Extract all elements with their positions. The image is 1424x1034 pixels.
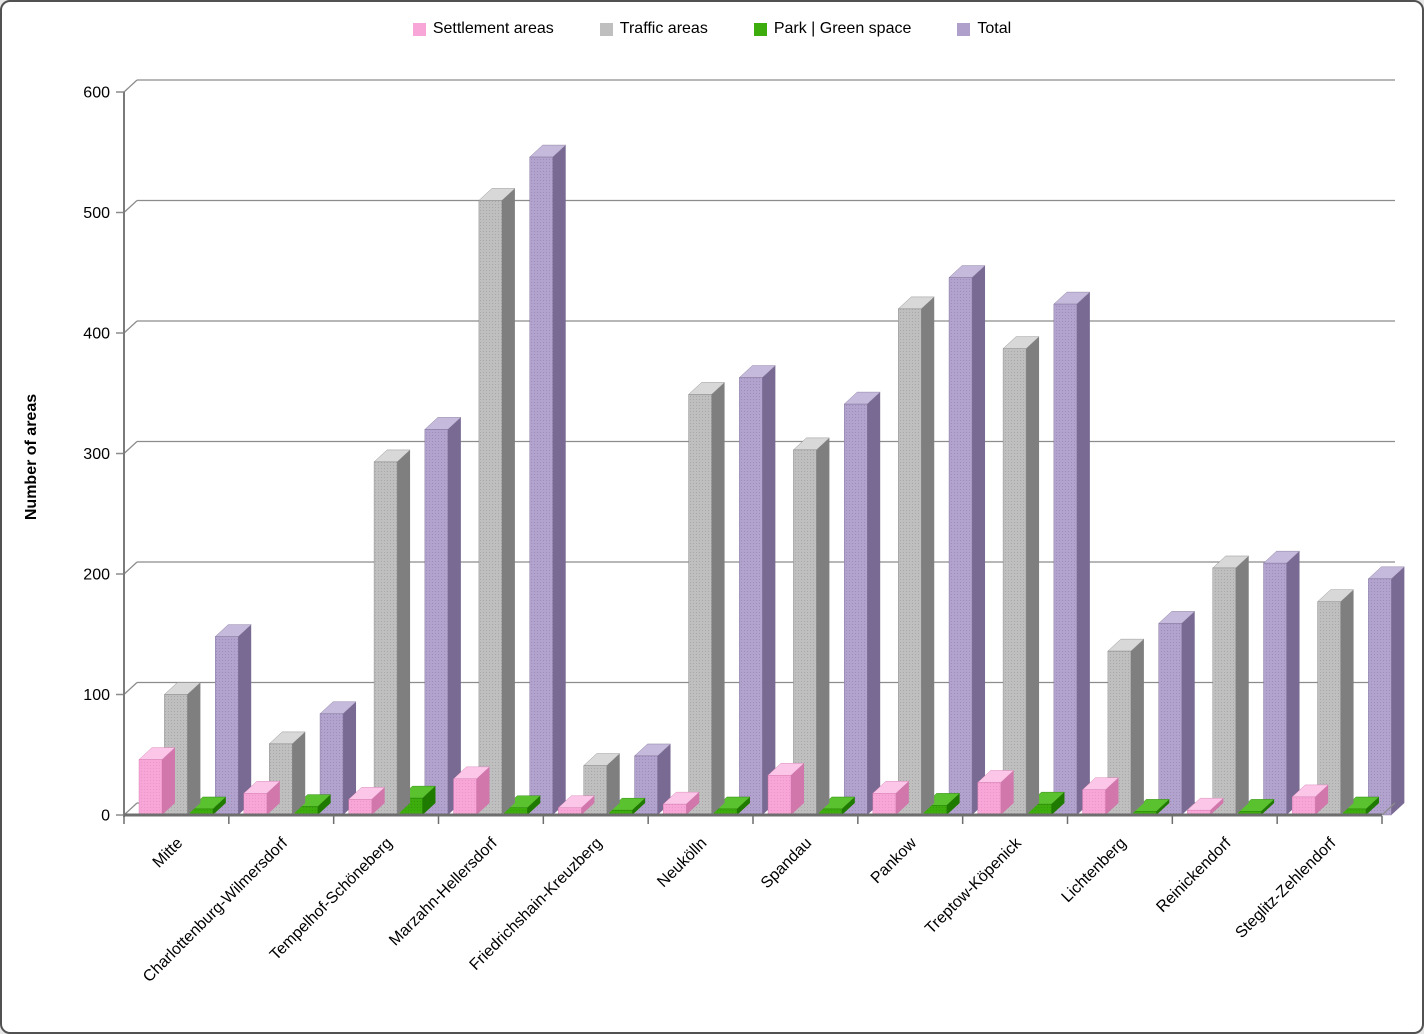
gridline-connector-600 (123, 79, 138, 93)
x-category-label: Mitte (150, 835, 187, 872)
bar-settlement-areas-1 (138, 747, 176, 816)
x-category-label: Tempelhof-Schöneberg (267, 835, 396, 964)
gridline-connector-100 (123, 682, 138, 695)
bar-traffic-areas-11 (1212, 555, 1250, 816)
bar-settlement-areas-6 (662, 791, 700, 816)
bar-total-11 (1263, 550, 1301, 816)
y-tick-label: 300 (83, 446, 110, 463)
pink-square-icon (412, 22, 426, 36)
x-category-label: Spandau (758, 835, 815, 892)
x-category-label: Pankow (868, 834, 921, 887)
bar-traffic-areas-9 (1002, 336, 1040, 816)
bar-settlement-areas-5 (557, 795, 595, 816)
x-category-label: Lichtenberg (1059, 835, 1130, 906)
gridline-connector-300 (123, 441, 138, 454)
gridline-connector-500 (123, 200, 138, 213)
bar-traffic-areas-7 (792, 437, 830, 816)
bar-settlement-areas-3 (348, 787, 386, 816)
bar-total-2 (319, 701, 357, 816)
bar-settlement-areas-9 (977, 770, 1015, 816)
legend-item: Traffic areas (599, 20, 708, 38)
bar-park-green-space-5 (608, 797, 646, 816)
bar-settlement-areas-2 (243, 781, 281, 816)
legend: Settlement areas Traffic areas Park | Gree… (2, 20, 1422, 38)
bar-total-1 (214, 624, 252, 816)
x-category-label: Reinickendorf (1153, 834, 1235, 916)
bar-total-7 (843, 391, 881, 816)
legend-label: Traffic areas (619, 20, 708, 37)
legend-item: Settlement areas (412, 20, 554, 38)
gridline-connector-200 (123, 561, 138, 575)
bar-traffic-areas-8 (897, 296, 935, 816)
bar-settlement-areas-10 (1081, 777, 1120, 816)
gray-square-icon (599, 22, 613, 36)
gridline-connector-400 (123, 320, 138, 334)
y-tick-label: 200 (83, 567, 110, 584)
y-tick-label: 400 (83, 326, 110, 343)
bar-total-6 (738, 365, 776, 816)
bar-total-9 (1053, 291, 1091, 816)
bar-total-12 (1367, 566, 1405, 816)
bar-traffic-areas-12 (1317, 589, 1355, 816)
bar-traffic-areas-10 (1107, 638, 1145, 816)
x-category-label: Neukölln (654, 835, 710, 891)
bar-settlement-areas-12 (1291, 784, 1329, 816)
bar-total-4 (529, 144, 567, 816)
legend-item: Total (957, 20, 1011, 38)
legend-item: Park | Green space (753, 20, 912, 38)
floor-right-connector (1381, 802, 1396, 816)
y-tick-label: 0 (101, 808, 110, 825)
green-square-icon (753, 22, 767, 36)
bar-settlement-areas-7 (767, 763, 805, 816)
bar-total-8 (948, 265, 986, 816)
gridline-connector-0 (123, 802, 138, 816)
y-tick-label: 500 (83, 205, 110, 222)
legend-label: Total (977, 20, 1012, 37)
x-category-label: Marzahn-Hellersdorf (386, 834, 501, 949)
legend-label: Settlement areas (432, 20, 554, 37)
y-tick-label: 100 (83, 687, 110, 704)
bar-traffic-areas-6 (688, 382, 726, 816)
y-tick-label: 600 (83, 85, 110, 102)
bar-traffic-areas-3 (373, 449, 411, 816)
y-axis-title: Number of areas (23, 393, 40, 521)
legend-label: Park | Green space (773, 20, 912, 37)
bar-settlement-areas-8 (872, 781, 910, 816)
bar-settlement-areas-4 (452, 766, 491, 816)
x-category-label: Treptow-Köpenick (922, 834, 1025, 937)
bar-traffic-areas-4 (478, 188, 516, 816)
bar-total-3 (424, 417, 462, 816)
x-category-label: Steglitz-Zehlendorf (1232, 834, 1339, 941)
purple-square-icon (957, 22, 971, 36)
bar-total-10 (1158, 611, 1196, 816)
